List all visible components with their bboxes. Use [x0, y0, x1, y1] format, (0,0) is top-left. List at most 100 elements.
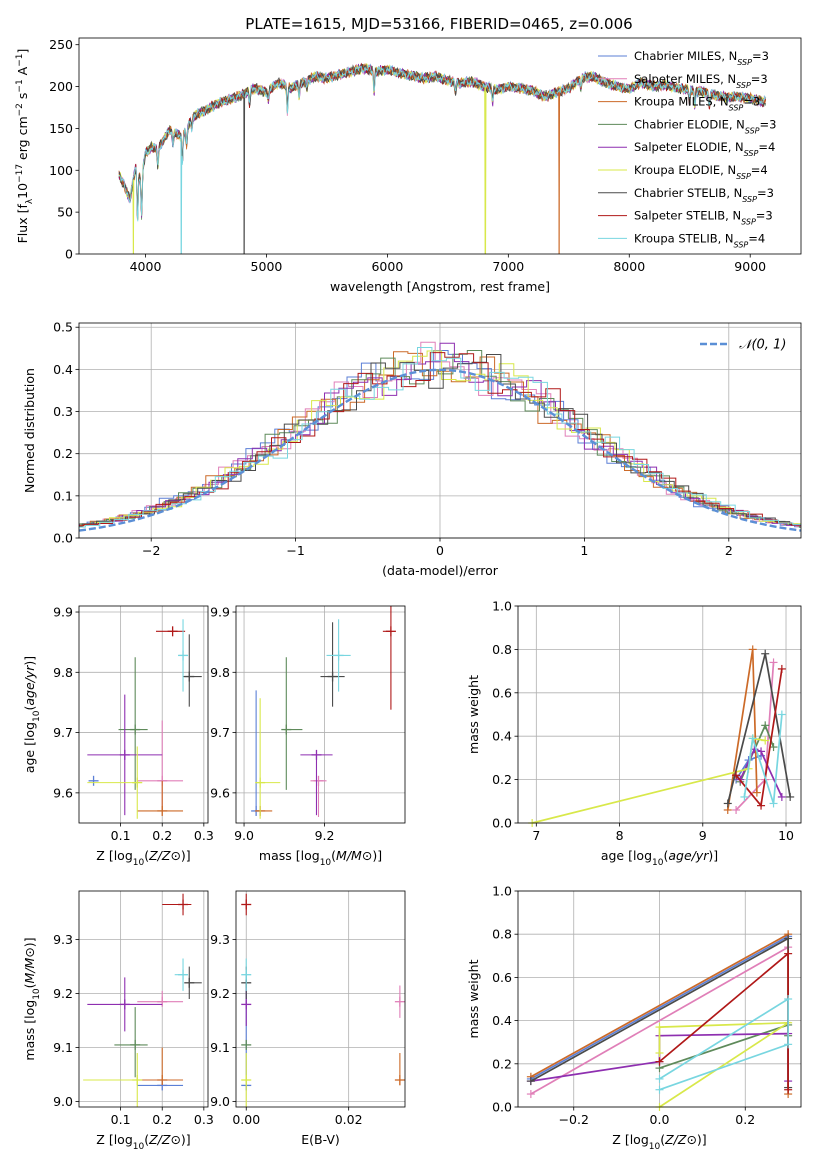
axes-spectrum: 4000 5000 6000 7000 8000 9000 0 50 100 150 200 250 w…: [15, 37, 766, 294]
spectrum-lines: [118, 62, 767, 254]
x-tick-label: 9: [699, 828, 707, 843]
text-part: age/yr: [668, 848, 709, 863]
x-tick-label: 9000: [734, 259, 766, 274]
x-tick-label: 0.1: [111, 828, 131, 843]
legend-suffix: =4: [758, 140, 775, 154]
grid: [79, 606, 208, 823]
legend-suffix: =3: [751, 72, 768, 86]
histograms: [79, 341, 801, 532]
x-tick-label: 0.3: [194, 828, 214, 843]
legend-sub: SSP: [745, 126, 760, 135]
y-tick-label: 0.4: [53, 362, 73, 377]
text-part: 10: [133, 858, 145, 868]
legend-label: Chabrier MILES, NSSP=3: [634, 49, 769, 67]
y-tick-label: 9.1: [53, 1040, 73, 1055]
grid: [236, 891, 405, 1107]
y-tick-label: 100: [49, 163, 73, 178]
line-kroupa-stelib: [743, 714, 783, 804]
legend-prefix: Salpeter STELIB, N: [634, 209, 741, 223]
text-part: s: [15, 93, 30, 104]
x-tick-label: 6000: [371, 259, 403, 274]
x-tick-label: 10: [778, 828, 794, 843]
text-part: (: [331, 848, 336, 863]
frame-age_vs_mass: [235, 605, 406, 824]
y-tick-label: 0.5: [53, 320, 73, 335]
x-tick-label: 9.0: [234, 828, 254, 843]
points-mass_vs_ebv: [241, 893, 405, 1107]
y-tick-label: 9.0: [210, 1094, 230, 1109]
legend-label: Chabrier ELODIE, NSSP=3: [634, 117, 776, 135]
legend-sub: SSP: [736, 172, 751, 181]
legend-prefix: Salpeter MILES, N: [634, 72, 736, 86]
text-part: Z [log: [96, 848, 132, 863]
legend-prefix: Chabrier ELODIE, N: [634, 117, 745, 131]
text-part: )]: [372, 848, 382, 863]
y-tick-label: 9.9: [210, 605, 230, 620]
y-axis-label: age [log10(age/yr)]: [22, 656, 42, 773]
text-part: age/yr: [22, 665, 37, 706]
text-part: )]: [22, 656, 37, 666]
line-chabrier-miles: [530, 935, 789, 1080]
x-axis-label: (data-model)/error: [382, 563, 499, 578]
y-tick-label: 0.0: [492, 1100, 512, 1115]
lines-weight_vs_age: [528, 645, 795, 827]
text-part: M/M⊙: [336, 848, 372, 863]
x-tick-label: −1: [286, 543, 304, 558]
text-part: )]: [181, 848, 191, 863]
line-kroupa-stelib: [659, 997, 789, 1091]
text-part: 10: [652, 858, 664, 868]
x-axis-label: age [log10(age/yr)]: [601, 848, 718, 868]
y-axis-label: Normed distribution: [22, 368, 37, 493]
y-tick-label: 9.2: [53, 986, 73, 1001]
axes-mass_vs_Z: 0.1 0.2 0.39.09.19.29.3Z [log10(Z/Z⊙)]mass…: [22, 891, 214, 1152]
y-tick-label: 9.0: [53, 1094, 73, 1109]
text-part: (: [144, 1132, 149, 1147]
y-tick-label: 50: [57, 205, 73, 220]
text-part: 10: [649, 1142, 661, 1152]
grid: [79, 891, 208, 1107]
histogram-chabrier-elodie: [79, 350, 801, 528]
y-tick-label: 0.6: [492, 685, 512, 700]
axes-weight_vs_Z: −0.2 0.0 0.2 0.0 0.2 0.4 0.6 0.8 1.0 Z [log10(Z/Z…: [466, 884, 801, 1152]
legend: Chabrier MILES, NSSP=3 Salpeter MILES, N S…: [598, 49, 776, 249]
text-part: age [log: [22, 722, 37, 773]
legend-suffix: =4: [748, 231, 765, 245]
text-part: )]: [181, 1132, 191, 1147]
y-tick-label: 9.7: [210, 725, 230, 740]
y-axis-label: Flux [fλ10−17 erg cm−2 s−1 A−1]: [15, 49, 35, 244]
y-tick-label: 9.1: [210, 1040, 230, 1055]
frame-mass_vs_Z: [78, 890, 209, 1108]
y-axis-label: mass weight: [466, 959, 481, 1038]
legend-prefix: Kroupa ELODIE, N: [634, 163, 736, 177]
text-part: −1: [15, 54, 25, 67]
text-part: −2: [15, 103, 25, 116]
histogram-kroupa-miles: [79, 351, 801, 527]
histogram-chabrier-stelib: [79, 354, 801, 527]
legend-suffix: =3: [756, 209, 773, 223]
x-tick-label: 4000: [130, 259, 162, 274]
legend-suffix: =3: [760, 117, 777, 131]
y-tick-label: 0.8: [492, 927, 512, 942]
text-part: (: [22, 706, 37, 711]
text-part: λ: [25, 198, 35, 204]
lines-weight_vs_Z: [526, 930, 793, 1111]
y-tick-label: 9.2: [210, 986, 230, 1001]
text-part: )]: [697, 1132, 707, 1147]
y-tick-label: 0.4: [492, 729, 512, 744]
legend-label: Kroupa STELIB, NSSP=4: [634, 231, 765, 249]
legend-label: Kroupa MILES, NSSP=3: [634, 95, 760, 113]
points-age_vs_Z: [87, 619, 202, 819]
text-part: Z/Z⊙: [148, 1132, 181, 1147]
text-part: 10: [32, 710, 42, 722]
legend-suffix: =3: [752, 49, 769, 63]
legend-suffix: =3: [743, 95, 760, 109]
x-tick-label: 0.2: [735, 1112, 755, 1127]
text-part: )]: [708, 848, 718, 863]
x-tick-label: 0.3: [194, 1112, 214, 1127]
legend-sub: SSP: [741, 217, 756, 226]
x-tick-label: 8000: [613, 259, 645, 274]
points-age_vs_mass: [251, 606, 396, 819]
legend-label: Salpeter ELODIE, NSSP=4: [634, 140, 775, 158]
y-tick-label: 0.1: [53, 488, 73, 503]
